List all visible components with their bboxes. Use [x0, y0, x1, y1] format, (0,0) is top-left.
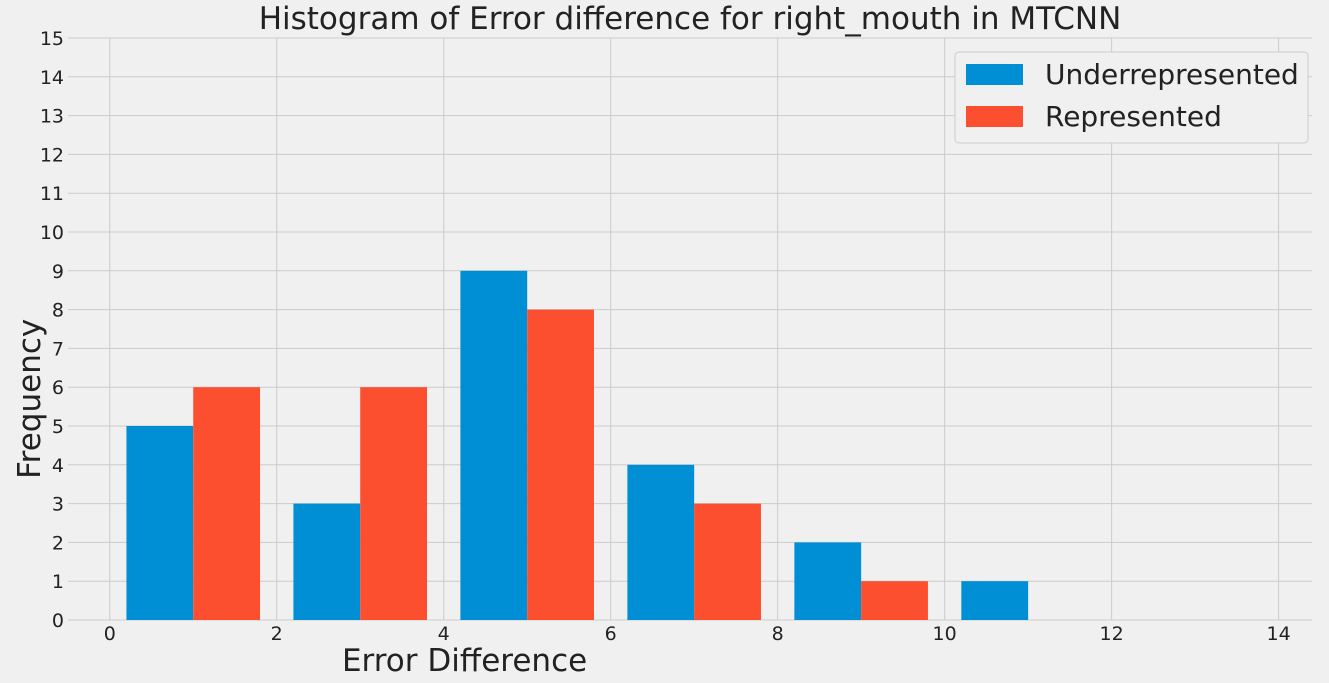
y-tick-label: 2: [52, 532, 64, 554]
legend-box: [954, 51, 1309, 144]
y-tick-label: 3: [52, 494, 64, 516]
y-tick-label: 13: [40, 106, 64, 128]
y-tick-label: 1: [52, 571, 64, 593]
y-tick-label: 0: [52, 610, 64, 632]
bars: [126, 270, 1029, 620]
x-tick-label: 8: [772, 623, 784, 645]
bar-represented: [360, 387, 428, 620]
bar-represented: [861, 581, 928, 620]
bar-underrepresented: [794, 542, 862, 620]
y-axis-label: Frequency: [12, 319, 48, 479]
bar-underrepresented: [460, 270, 528, 620]
x-tick-label: 2: [271, 623, 283, 645]
y-tick-label: 11: [40, 183, 64, 205]
y-tick-label: 6: [52, 377, 64, 399]
y-tick-label: 14: [40, 67, 64, 89]
y-tick-label: 10: [40, 222, 64, 244]
legend-swatch-underrepresented: [966, 64, 1023, 85]
bar-represented: [694, 503, 761, 620]
legend-swatch-represented: [966, 106, 1023, 127]
x-axis-label: Error Difference: [342, 643, 587, 679]
x-tick-label: 0: [104, 623, 116, 645]
x-tick-label: 12: [1100, 623, 1124, 645]
y-tick-label: 5: [52, 416, 64, 438]
y-tick-label: 7: [52, 338, 64, 360]
x-tick-label: 6: [605, 623, 617, 645]
bar-underrepresented: [126, 426, 194, 620]
bar-represented: [527, 309, 594, 620]
chart-title: Histogram of Error difference for right_…: [259, 1, 1122, 37]
y-tick-label: 12: [40, 144, 64, 166]
legend-label-represented: Represented: [1045, 100, 1222, 133]
bar-underrepresented: [627, 464, 695, 620]
legend: Underrepresented Represented: [954, 51, 1309, 144]
y-tick-label: 15: [40, 28, 64, 50]
x-tick-label: 10: [933, 623, 957, 645]
bar-represented: [193, 387, 261, 620]
legend-label-underrepresented: Underrepresented: [1045, 58, 1299, 91]
x-tick-label: 4: [438, 623, 450, 645]
bar-underrepresented: [293, 503, 361, 620]
y-tick-label: 8: [52, 300, 64, 322]
y-tick-label: 4: [52, 455, 64, 477]
x-tick-label: 14: [1267, 623, 1291, 645]
bar-underrepresented: [961, 581, 1029, 620]
y-tick-label: 9: [52, 261, 64, 283]
